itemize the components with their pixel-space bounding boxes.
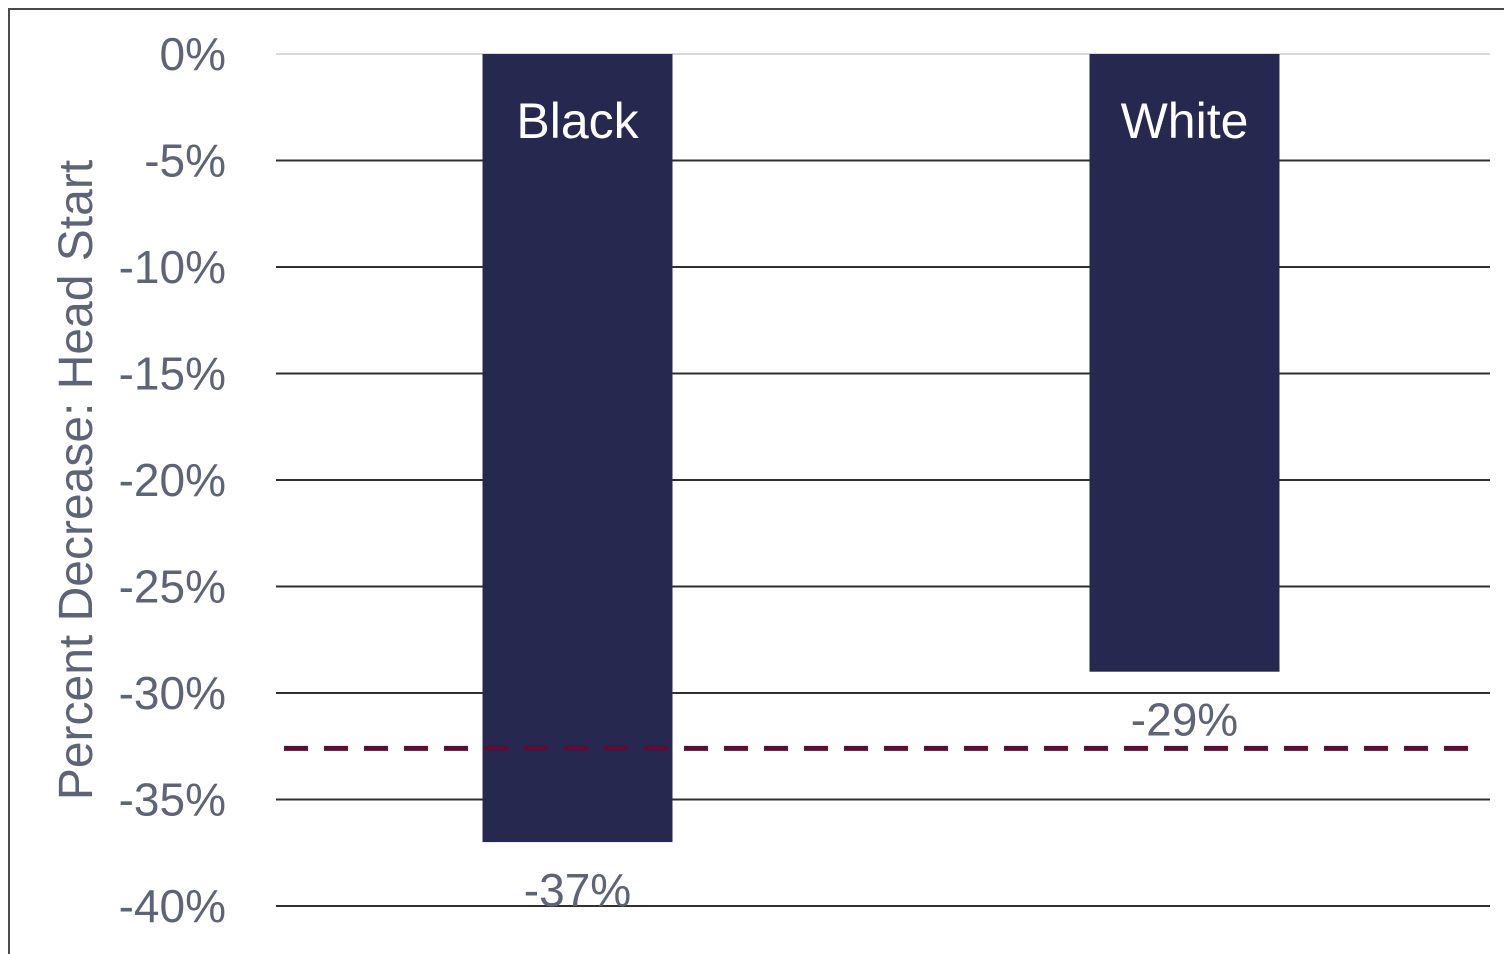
y-tick-labels: 0% -5% -10% -15% -20% -25% -30% -35% -40% <box>119 28 226 932</box>
y-tick-label: -20% <box>119 454 226 506</box>
bar-category-label: Black <box>516 93 639 149</box>
y-tick-label: -25% <box>119 561 226 613</box>
y-tick-label: -5% <box>144 135 226 187</box>
bar-value-label: -37% <box>524 864 631 916</box>
bar-category-label: White <box>1121 93 1249 149</box>
data-labels: Black -37% White -29% <box>516 93 1248 916</box>
bar-value-label: -29% <box>1131 694 1238 746</box>
y-tick-label: -35% <box>119 774 226 826</box>
y-tick-label: -30% <box>119 667 226 719</box>
y-tick-label: -15% <box>119 348 226 400</box>
bar-white <box>1089 54 1280 672</box>
gridlines <box>276 53 1490 907</box>
bar-black <box>482 54 673 843</box>
y-tick-label: -40% <box>119 880 226 932</box>
y-axis-label: Percent Decrease: Head Start <box>50 160 103 800</box>
y-tick-label: 0% <box>160 28 226 80</box>
y-tick-label: -10% <box>119 241 226 293</box>
bars <box>482 54 1280 843</box>
